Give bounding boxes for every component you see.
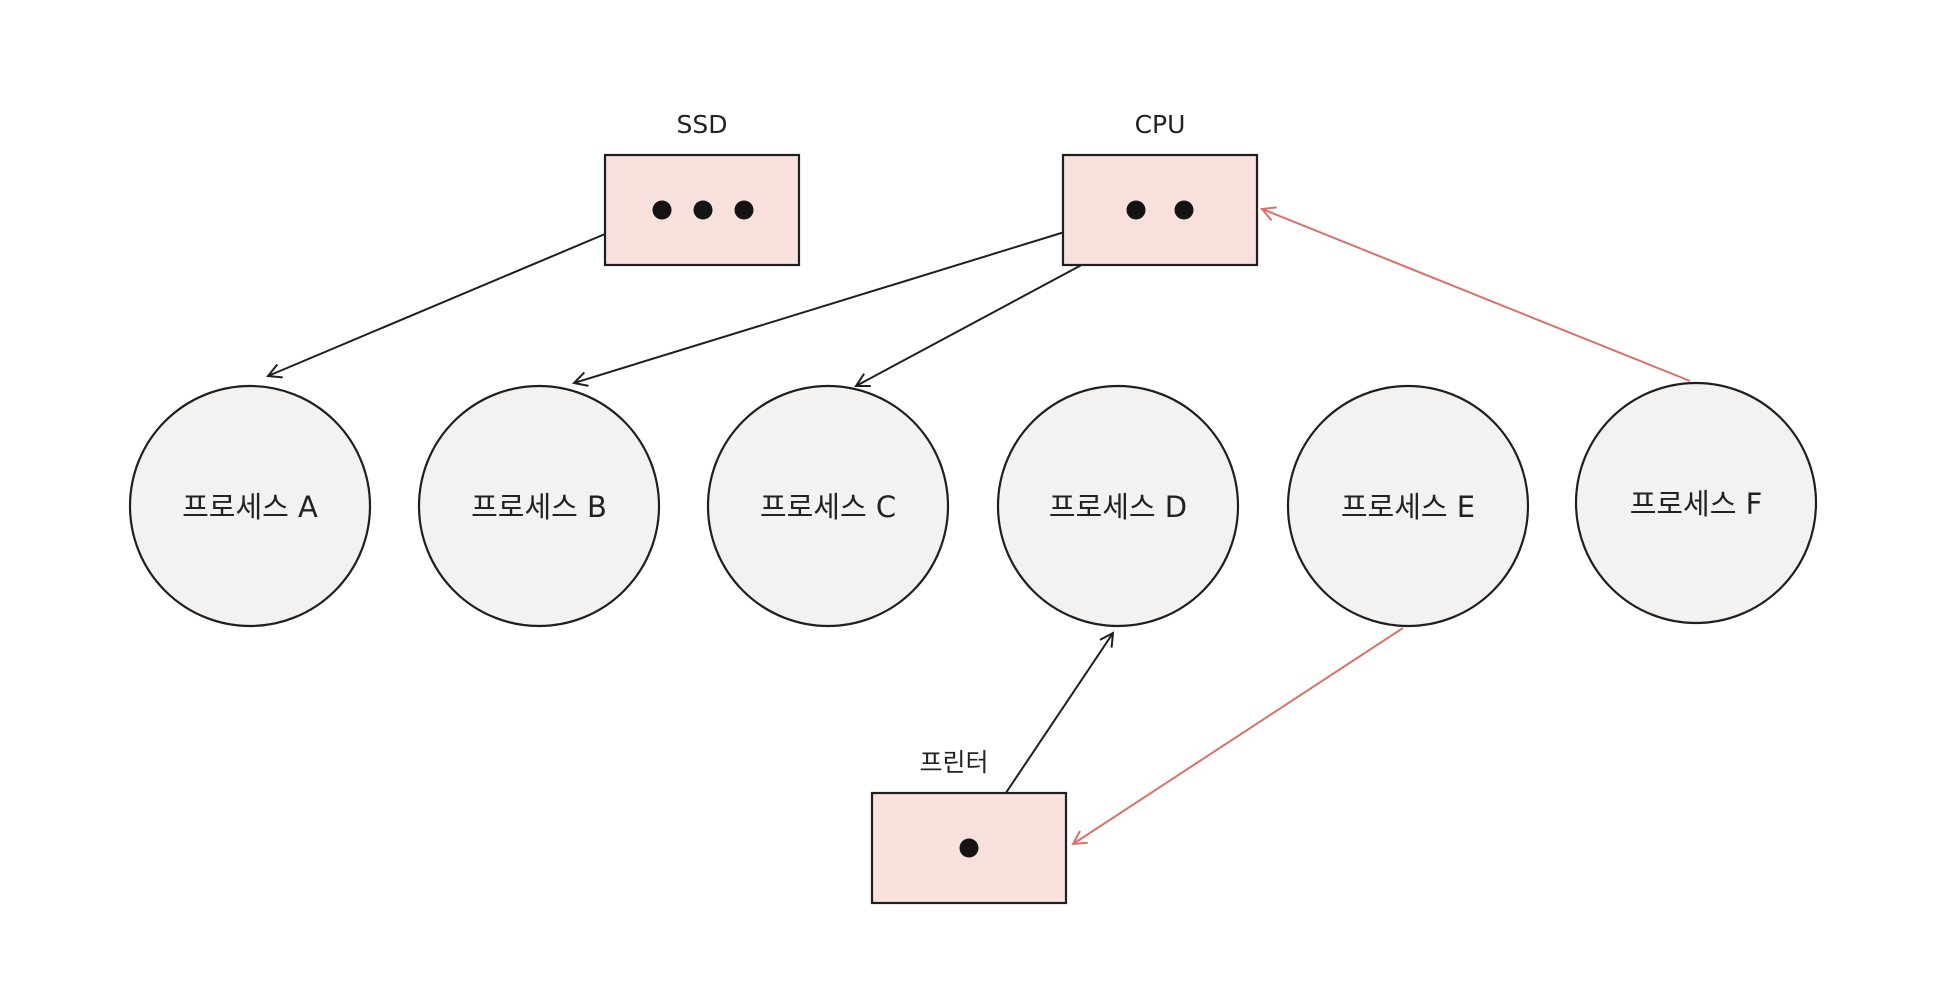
process-c-label: 프로세스 C (760, 490, 896, 524)
process-b-node (417, 384, 661, 628)
process-a-label: 프로세스 A (182, 490, 318, 524)
process-d: 프로세스 D (996, 384, 1240, 628)
process-a: 프로세스 A (128, 384, 372, 628)
resource-cpu: CPU (1061, 110, 1259, 267)
process-e-label: 프로세스 E (1341, 490, 1475, 524)
process-c: 프로세스 C (706, 384, 950, 628)
ssd-instance-dot (693, 200, 713, 220)
process-a-node (128, 384, 372, 628)
printer-label: 프린터 (919, 748, 988, 777)
cpu-box (1061, 153, 1259, 267)
cpu-instance-dot (1174, 200, 1194, 220)
printer-instance-dot (959, 838, 979, 858)
process-e: 프로세스 E (1286, 384, 1530, 628)
edge-process-e-to-printer (1073, 627, 1404, 844)
process-c-node (706, 384, 950, 628)
process-f-label: 프로세스 F (1630, 487, 1763, 521)
process-f: 프로세스 F (1574, 381, 1818, 625)
edge-ssd-to-process-a (268, 209, 663, 376)
edge-process-f-to-cpu (1262, 209, 1691, 382)
cpu-instance-dot (1126, 200, 1146, 220)
process-d-label: 프로세스 D (1049, 490, 1187, 524)
process-f-node (1574, 381, 1818, 625)
resource-ssd: SSD (603, 110, 801, 267)
process-b-label: 프로세스 B (471, 490, 607, 524)
cpu-label: CPU (1135, 110, 1186, 139)
ssd-label: SSD (677, 110, 728, 139)
ssd-box (603, 153, 801, 267)
resource-printer: 프린터 (870, 748, 1068, 905)
edge-cpu-to-process-b (574, 209, 1137, 383)
process-b: 프로세스 B (417, 384, 661, 628)
process-e-node (1286, 384, 1530, 628)
ssd-instance-dot (652, 200, 672, 220)
process-d-node (996, 384, 1240, 628)
ssd-instance-dot (734, 200, 754, 220)
